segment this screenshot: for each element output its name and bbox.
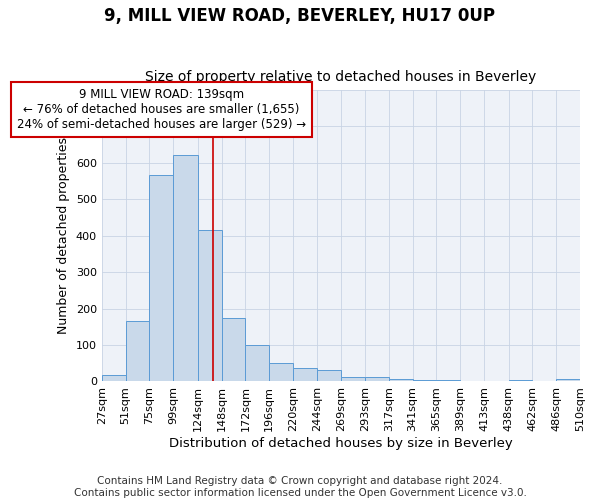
Bar	[509, 380, 532, 382]
Text: Contains HM Land Registry data © Crown copyright and database right 2024.
Contai: Contains HM Land Registry data © Crown c…	[74, 476, 526, 498]
Y-axis label: Number of detached properties: Number of detached properties	[57, 137, 70, 334]
Bar	[269, 363, 293, 382]
Bar	[149, 176, 173, 382]
Bar	[365, 377, 389, 382]
Bar	[221, 318, 245, 382]
Bar	[436, 380, 460, 382]
Bar	[125, 322, 149, 382]
Bar	[389, 378, 413, 382]
Bar	[317, 370, 341, 382]
Bar	[102, 375, 125, 382]
Text: 9 MILL VIEW ROAD: 139sqm
← 76% of detached houses are smaller (1,655)
24% of sem: 9 MILL VIEW ROAD: 139sqm ← 76% of detach…	[17, 88, 306, 132]
Bar	[173, 156, 198, 382]
Bar	[198, 230, 221, 382]
Text: 9, MILL VIEW ROAD, BEVERLEY, HU17 0UP: 9, MILL VIEW ROAD, BEVERLEY, HU17 0UP	[104, 8, 496, 26]
Bar	[341, 377, 365, 382]
Bar	[293, 368, 317, 382]
Title: Size of property relative to detached houses in Beverley: Size of property relative to detached ho…	[145, 70, 536, 85]
X-axis label: Distribution of detached houses by size in Beverley: Distribution of detached houses by size …	[169, 437, 513, 450]
Bar	[556, 378, 580, 382]
Bar	[245, 345, 269, 382]
Bar	[413, 380, 436, 382]
